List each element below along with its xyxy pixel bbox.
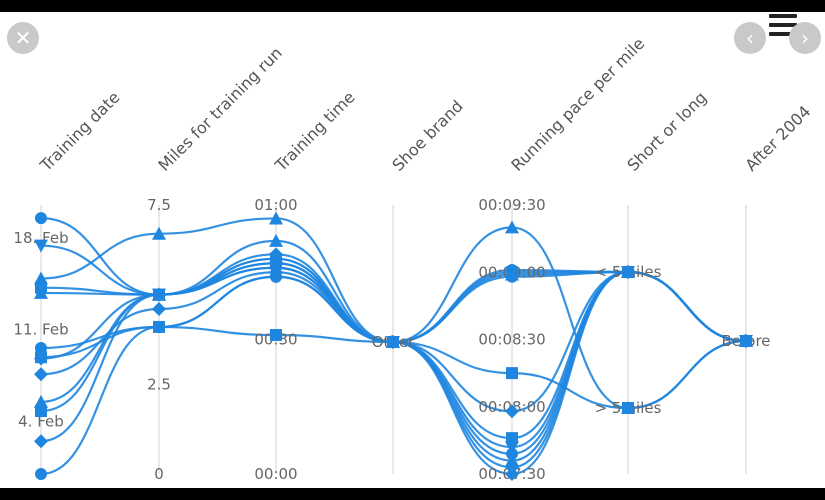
close-button[interactable]: ✕ <box>7 22 39 54</box>
tick-label: 0 <box>154 465 164 483</box>
tick-label: 01:00 <box>254 196 297 214</box>
axis-title: Running pace per mile <box>507 34 648 175</box>
axis-titles: Training date Miles for training runTrain… <box>36 34 815 176</box>
data-point[interactable] <box>270 252 282 265</box>
data-point[interactable] <box>270 270 282 283</box>
data-point[interactable] <box>35 405 47 418</box>
data-point[interactable] <box>152 302 166 317</box>
tick-label: 4. Feb <box>18 413 64 431</box>
axis-title: Training time <box>271 88 359 176</box>
chevron-right-icon: › <box>801 26 809 50</box>
parallel-coordinates-chart: Training date Miles for training runTrain… <box>13 34 815 483</box>
data-point[interactable] <box>34 434 48 449</box>
hamburger-menu-icon-bar <box>769 23 797 27</box>
data-point[interactable] <box>34 394 48 408</box>
data-point[interactable] <box>269 233 283 247</box>
data-point[interactable] <box>740 335 752 347</box>
close-icon: ✕ <box>14 26 32 50</box>
tick-label: 7.5 <box>147 196 171 214</box>
data-point[interactable] <box>34 285 48 299</box>
data-point[interactable] <box>35 468 47 480</box>
data-point[interactable] <box>34 271 48 285</box>
data-point[interactable] <box>505 220 519 234</box>
data-point[interactable] <box>505 441 519 455</box>
hamburger-menu-icon-bar <box>769 32 797 36</box>
data-point[interactable] <box>505 453 519 467</box>
axis-title: Miles for training run <box>154 43 286 175</box>
axis-title: Shoe brand <box>388 96 466 174</box>
chevron-left-icon: ‹ <box>746 26 754 50</box>
data-point[interactable] <box>506 264 518 277</box>
tick-label: 11. Feb <box>13 321 68 339</box>
data-point[interactable] <box>34 351 48 366</box>
data-point[interactable] <box>269 211 283 225</box>
data-point[interactable] <box>505 467 519 481</box>
data-point[interactable] <box>506 447 518 460</box>
data-point[interactable] <box>153 320 165 333</box>
tick-label: 00:08:30 <box>478 331 545 349</box>
data-point[interactable] <box>152 287 166 302</box>
data-point[interactable] <box>506 367 518 380</box>
hamburger-menu-icon <box>769 14 797 18</box>
axis-title: Training date <box>36 88 124 176</box>
axis-title: Short or long <box>623 88 710 175</box>
data-point[interactable] <box>35 342 47 355</box>
data-point[interactable] <box>387 336 399 348</box>
previous-button[interactable]: ‹ <box>734 22 766 54</box>
tick-label: 2.5 <box>147 375 171 393</box>
data-point[interactable] <box>506 432 518 445</box>
data-point[interactable] <box>622 266 634 278</box>
tick-label: 00:09:30 <box>478 196 545 214</box>
series-markers <box>34 211 753 481</box>
data-point[interactable] <box>505 404 519 419</box>
next-button[interactable]: › <box>789 22 821 54</box>
menu-button[interactable] <box>768 12 798 38</box>
data-point[interactable] <box>269 260 283 275</box>
axis-title: After 2004 <box>741 102 814 175</box>
tick-label: 00:00 <box>254 465 297 483</box>
data-point[interactable] <box>152 226 166 240</box>
data-point[interactable] <box>622 402 634 414</box>
chart-container: Training date Miles for training run Train… <box>0 12 825 488</box>
tick-label: 18. Feb <box>13 229 68 247</box>
data-point[interactable] <box>34 239 48 253</box>
data-point[interactable] <box>34 367 48 382</box>
data-point[interactable] <box>270 329 282 342</box>
data-point[interactable] <box>35 212 47 225</box>
